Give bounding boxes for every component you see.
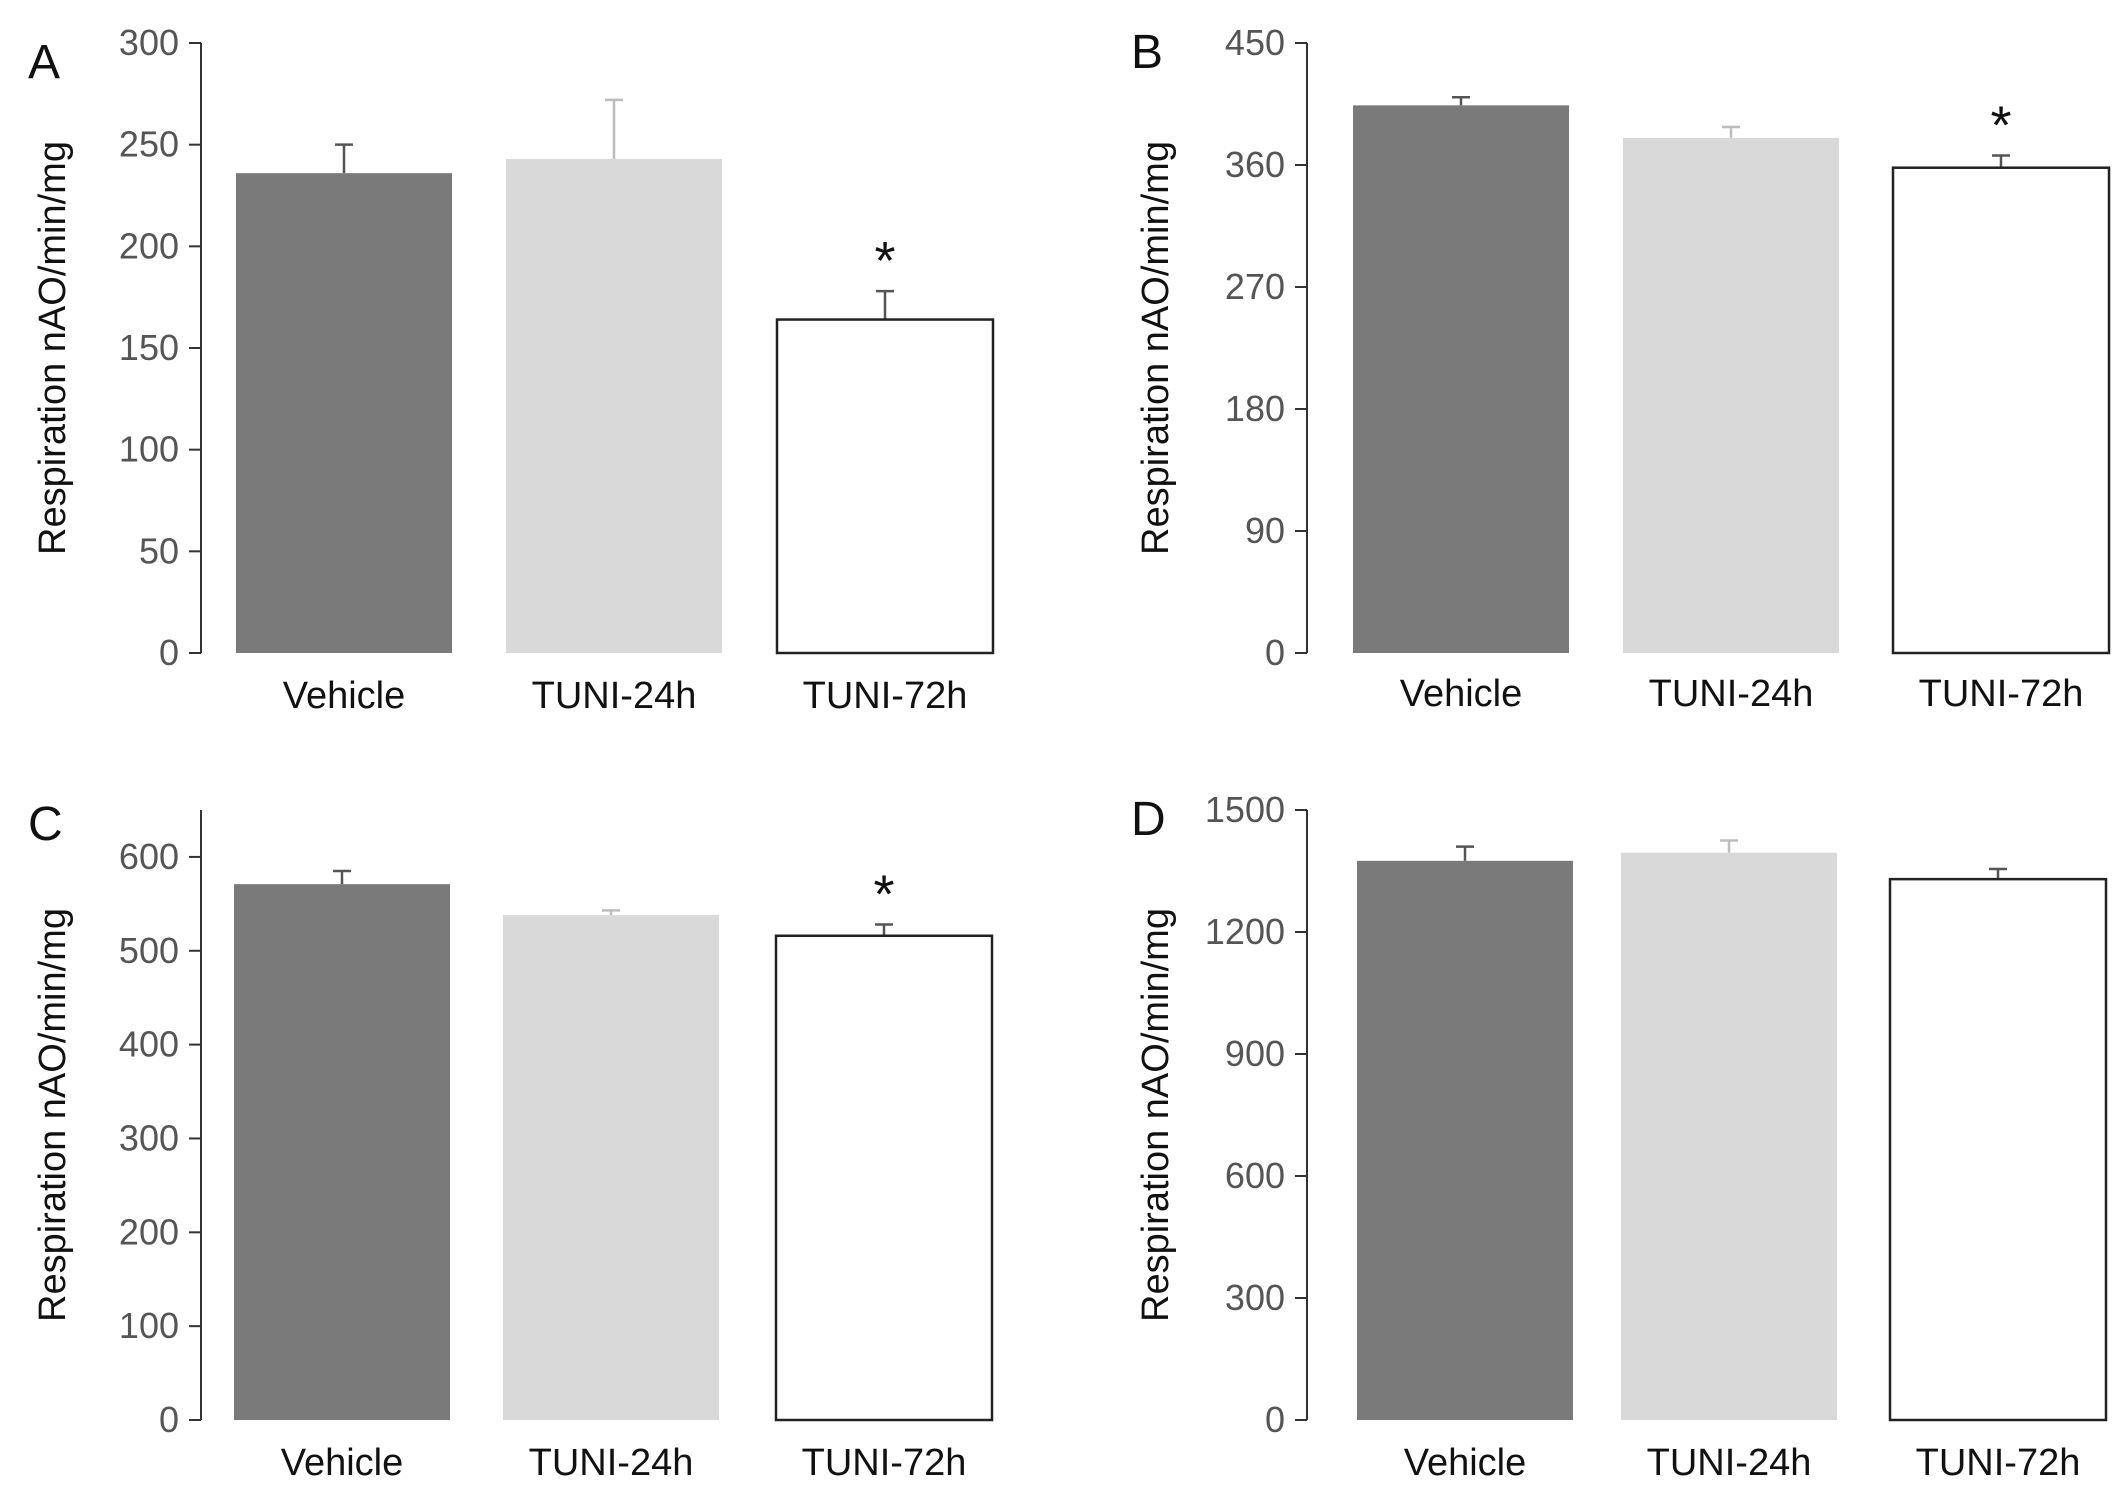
- bar-vehicle: [1357, 860, 1573, 1420]
- panel-letter: A: [28, 36, 60, 89]
- panel-c: C Respiration nAO/min/mg 0 100 200 300 400 500 6…: [28, 798, 994, 1484]
- y-tick-label: 150: [119, 327, 179, 368]
- y-tick-label: 0: [159, 632, 179, 673]
- y-tick-label: 900: [1225, 1033, 1285, 1074]
- y-tick-label: 400: [119, 1024, 179, 1065]
- x-category-label: TUNI-24h: [1649, 673, 1814, 715]
- y-tick-label: 360: [1225, 144, 1285, 185]
- y-tick-label: 300: [119, 22, 179, 63]
- y-tick-label: 450: [1225, 22, 1285, 63]
- y-tick-label: 50: [139, 530, 179, 571]
- bar-tuni-72h: [1891, 166, 2111, 655]
- x-category-label: TUNI-24h: [1647, 1442, 1812, 1484]
- y-tick-label: 600: [1225, 1155, 1285, 1196]
- y-axis-label: Respiration nAO/min/mg: [32, 908, 74, 1322]
- y-tick-label: 100: [119, 429, 179, 470]
- bar-tuni-72h: [774, 934, 994, 1422]
- x-category-label: TUNI-24h: [529, 1442, 694, 1484]
- panel-letter: B: [1131, 26, 1163, 79]
- significance-marker: *: [1990, 96, 2011, 156]
- bar-tuni-72h: [1888, 877, 2108, 1422]
- y-tick-label: 0: [1265, 1399, 1285, 1440]
- x-category-label: TUNI-72h: [1916, 1442, 2081, 1484]
- y-tick-label: 500: [119, 930, 179, 971]
- y-tick-label: 300: [119, 1117, 179, 1158]
- x-category-label: Vehicle: [1400, 673, 1523, 715]
- panel-a: A Respiration nAO/min/mg 0 50 100 150 200 250 30…: [28, 22, 995, 717]
- x-category-label: TUNI-72h: [802, 1442, 967, 1484]
- bar-tuni-24h: [1623, 137, 1839, 653]
- y-tick-label: 600: [119, 836, 179, 877]
- y-tick-label: 180: [1225, 388, 1285, 429]
- x-category-label: Vehicle: [281, 1442, 404, 1484]
- y-axis-label: Respiration nAO/min/mg: [32, 141, 74, 555]
- bar-vehicle: [236, 173, 452, 653]
- y-tick-label: 1500: [1205, 789, 1285, 830]
- panel-d: D Respiration nAO/min/mg 0 300 600 900 1200 150…: [1131, 789, 2108, 1484]
- x-category-label: TUNI-24h: [532, 675, 697, 717]
- x-category-label: Vehicle: [1404, 1442, 1527, 1484]
- y-tick-label: 1200: [1205, 911, 1285, 952]
- bar-vehicle: [234, 884, 450, 1420]
- significance-marker: *: [873, 864, 894, 924]
- bar-vehicle: [1353, 105, 1569, 654]
- y-axis-label: Respiration nAO/min/mg: [1135, 141, 1177, 555]
- y-axis-label: Respiration nAO/min/mg: [1135, 908, 1177, 1322]
- panel-b: B Respiration nAO/min/mg 0 90 180 270 360 450 Ve…: [1131, 22, 2111, 715]
- y-tick-label: 0: [159, 1399, 179, 1440]
- y-tick-label: 300: [1225, 1277, 1285, 1318]
- y-tick-label: 250: [119, 124, 179, 165]
- y-tick-label: 100: [119, 1305, 179, 1346]
- bar-tuni-24h: [503, 915, 719, 1420]
- x-category-label: TUNI-72h: [803, 675, 968, 717]
- x-category-label: Vehicle: [283, 675, 406, 717]
- y-tick-label: 270: [1225, 266, 1285, 307]
- panel-letter: D: [1131, 793, 1166, 846]
- panel-letter: C: [28, 798, 63, 851]
- bar-tuni-24h: [1621, 852, 1837, 1420]
- y-tick-label: 90: [1245, 510, 1285, 551]
- y-tick-label: 0: [1265, 632, 1285, 673]
- bar-tuni-72h: [775, 318, 995, 655]
- x-category-label: TUNI-72h: [1919, 673, 2084, 715]
- bar-tuni-24h: [506, 158, 722, 653]
- y-tick-label: 200: [119, 225, 179, 266]
- significance-marker: *: [874, 231, 895, 291]
- y-tick-label: 200: [119, 1211, 179, 1252]
